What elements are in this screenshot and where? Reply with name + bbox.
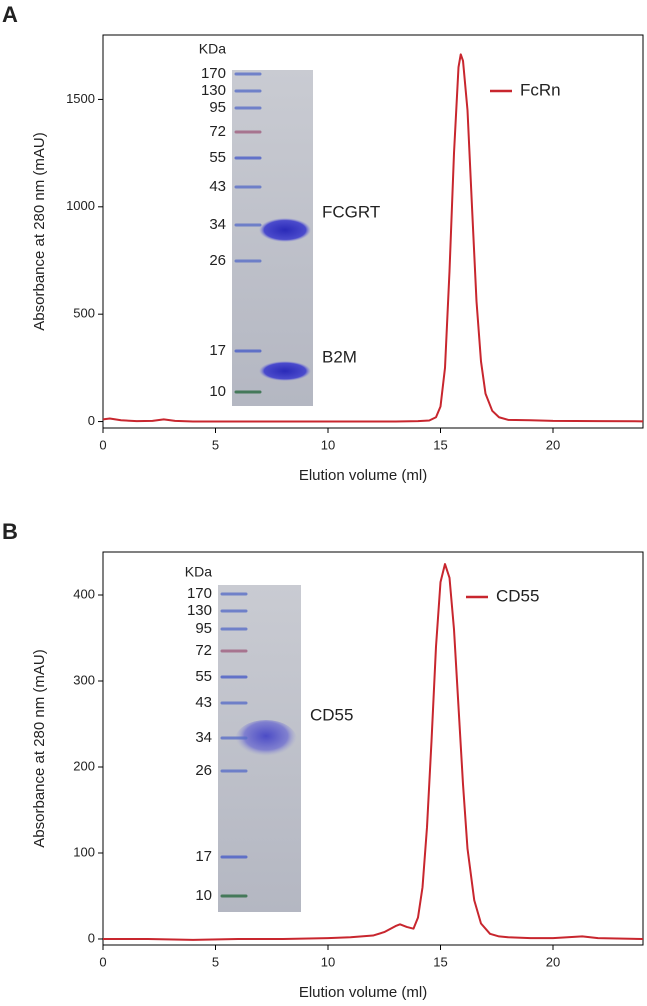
y-tick-label: 300 [73,672,95,687]
y-tick-label: 1000 [66,198,95,213]
x-tick-label: 10 [321,437,335,452]
y-tick-label: 400 [73,586,95,601]
gel-marker: 95 [195,620,212,637]
y-axis-label: Absorbance at 280 nm (mAU) [31,649,48,847]
y-tick-label: 200 [73,758,95,773]
gel-marker: 17 [195,848,212,865]
gel-marker: 26 [195,762,212,779]
y-tick-label: 100 [73,844,95,859]
legend-label: FcRn [520,80,561,99]
gel-marker: 34 [195,729,212,746]
x-tick-label: 5 [212,954,219,969]
gel-marker: 43 [195,694,212,711]
x-tick-label: 0 [99,437,106,452]
y-axis-label: Absorbance at 280 nm (mAU) [31,132,48,330]
gel-marker: 130 [187,602,212,619]
gel-unit: KDa [199,41,226,57]
y-tick-label: 1500 [66,91,95,106]
plot-frame [102,34,644,429]
gel-band-label: B2M [322,347,357,366]
x-tick-label: 20 [546,437,560,452]
gel-marker: 55 [209,149,226,166]
data-line [103,563,644,941]
gel-unit: KDa [185,564,212,580]
y-tick-label: 500 [73,306,95,321]
x-tick-label: 5 [212,437,219,452]
gel-marker: 72 [195,642,212,659]
x-tick-label: 0 [99,954,106,969]
gel-marker: 34 [209,216,226,233]
plot-frame [102,551,644,946]
gel-marker: 55 [195,668,212,685]
gel-band-label: FCGRT [322,202,380,221]
panel-label: B [2,519,18,544]
gel-marker: 72 [209,123,226,140]
gel-band [259,218,311,242]
gel-marker: 95 [209,99,226,116]
gel-band [259,361,311,381]
gel-marker: 170 [187,585,212,602]
gel-band [235,720,297,760]
x-tick-label: 15 [433,954,447,969]
gel-marker: 10 [209,383,226,400]
x-axis-label: Elution volume (ml) [299,984,427,1001]
gel-marker: 170 [201,65,226,82]
x-tick-label: 15 [433,437,447,452]
legend-label: CD55 [496,586,539,605]
gel-band-label: CD55 [310,705,353,724]
x-tick-label: 20 [546,954,560,969]
panel-label: A [2,2,18,27]
gel-marker: 43 [209,178,226,195]
x-axis-label: Elution volume (ml) [299,467,427,484]
data-line [102,53,644,423]
gel-marker: 130 [201,82,226,99]
gel-marker: 17 [209,342,226,359]
gel-marker: 26 [209,252,226,269]
y-tick-label: 0 [88,413,95,428]
y-tick-label: 0 [88,930,95,945]
x-tick-label: 10 [321,954,335,969]
gel-marker: 10 [195,887,212,904]
